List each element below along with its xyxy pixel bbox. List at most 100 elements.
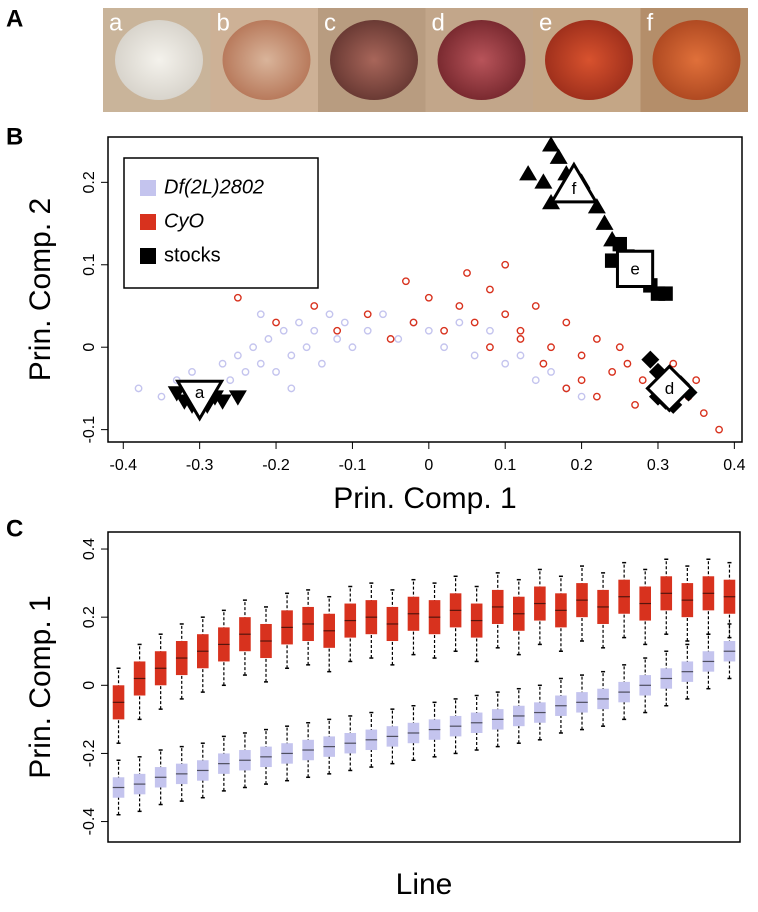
point — [310, 326, 319, 335]
point — [440, 326, 448, 335]
plot-frame — [107, 136, 743, 443]
point — [295, 318, 303, 327]
point — [287, 351, 296, 360]
point — [379, 310, 387, 319]
point — [134, 384, 143, 393]
eye-label: a — [109, 9, 123, 36]
stock-point — [587, 198, 606, 214]
y-tick-label: -0.2 — [81, 740, 98, 768]
point — [486, 326, 494, 335]
stock-point — [612, 236, 627, 252]
eye-label: c — [324, 9, 336, 36]
point — [272, 368, 280, 376]
point — [615, 343, 624, 352]
point — [486, 285, 494, 294]
panel-letter: B — [6, 123, 23, 150]
stock-point — [604, 253, 620, 268]
stock-point — [213, 394, 232, 410]
point — [455, 302, 464, 310]
point — [577, 351, 586, 360]
point — [463, 269, 471, 277]
x-tick-label: -0.1 — [339, 457, 367, 474]
point — [715, 425, 723, 434]
point — [577, 376, 586, 385]
stock-label: a — [195, 383, 205, 402]
point — [631, 401, 639, 409]
x-axis-title: Prin. Comp. 1 — [333, 482, 516, 515]
point — [256, 359, 265, 368]
y-axis-title: Prin. Comp. 2 — [24, 198, 57, 381]
point — [333, 335, 342, 343]
point — [310, 302, 319, 310]
y-tick-label: 0.4 — [81, 538, 98, 560]
eye — [545, 20, 633, 100]
point — [501, 310, 510, 319]
point — [592, 392, 601, 401]
stock-center — [645, 364, 694, 413]
legend-label: CyO — [164, 210, 204, 232]
stock-label: e — [630, 259, 639, 278]
x-tick-label: 0.1 — [494, 457, 516, 474]
stock-point — [542, 136, 561, 152]
point — [577, 392, 586, 401]
panel-letter: C — [6, 515, 23, 542]
point — [562, 318, 571, 327]
eye — [330, 20, 418, 100]
legend-swatch — [140, 180, 156, 196]
legend-swatch — [140, 248, 156, 264]
point — [340, 318, 349, 327]
point — [547, 343, 555, 352]
eye — [437, 20, 526, 100]
y-tick-label: -0.1 — [81, 416, 98, 444]
point — [157, 392, 166, 401]
point — [547, 368, 555, 376]
eye-label: d — [432, 9, 445, 36]
y-tick-label: -0.4 — [81, 808, 98, 836]
x-tick-label: -0.4 — [109, 457, 137, 474]
point — [501, 260, 510, 269]
point — [440, 343, 448, 352]
point — [272, 318, 280, 327]
point — [501, 359, 510, 368]
point — [402, 277, 410, 286]
point — [516, 326, 525, 335]
point — [218, 359, 227, 368]
stock-point — [228, 390, 247, 406]
y-tick-label: 0 — [81, 681, 98, 690]
eye-label: b — [217, 9, 230, 36]
point — [348, 343, 357, 352]
stock-point — [595, 214, 614, 230]
point — [470, 351, 479, 360]
x-tick-label: 0.2 — [570, 457, 592, 474]
point — [592, 335, 601, 343]
point — [317, 359, 326, 368]
point — [302, 343, 311, 352]
point — [562, 384, 571, 393]
point — [264, 335, 273, 343]
stock-center — [175, 379, 225, 422]
stock-center — [615, 249, 655, 288]
y-tick-label: 0.1 — [81, 254, 98, 276]
y-axis-title: Prin. Comp. 1 — [24, 595, 57, 778]
eye — [222, 20, 311, 100]
point — [241, 368, 250, 376]
point — [287, 384, 296, 393]
point — [516, 335, 525, 343]
stock-point — [641, 350, 660, 369]
stock-point — [549, 148, 568, 164]
y-tick-label: 0 — [81, 343, 98, 352]
legend-swatch — [140, 214, 156, 230]
point — [363, 326, 372, 335]
eye — [652, 20, 741, 100]
point — [394, 335, 403, 343]
y-tick-label: 0.2 — [81, 171, 98, 193]
point — [608, 368, 617, 376]
stock-point — [519, 165, 538, 181]
stock-label: f — [572, 179, 577, 198]
point — [623, 359, 632, 368]
x-tick-label: 0 — [424, 457, 433, 474]
point — [669, 359, 678, 368]
point — [188, 368, 196, 376]
point — [386, 335, 395, 343]
